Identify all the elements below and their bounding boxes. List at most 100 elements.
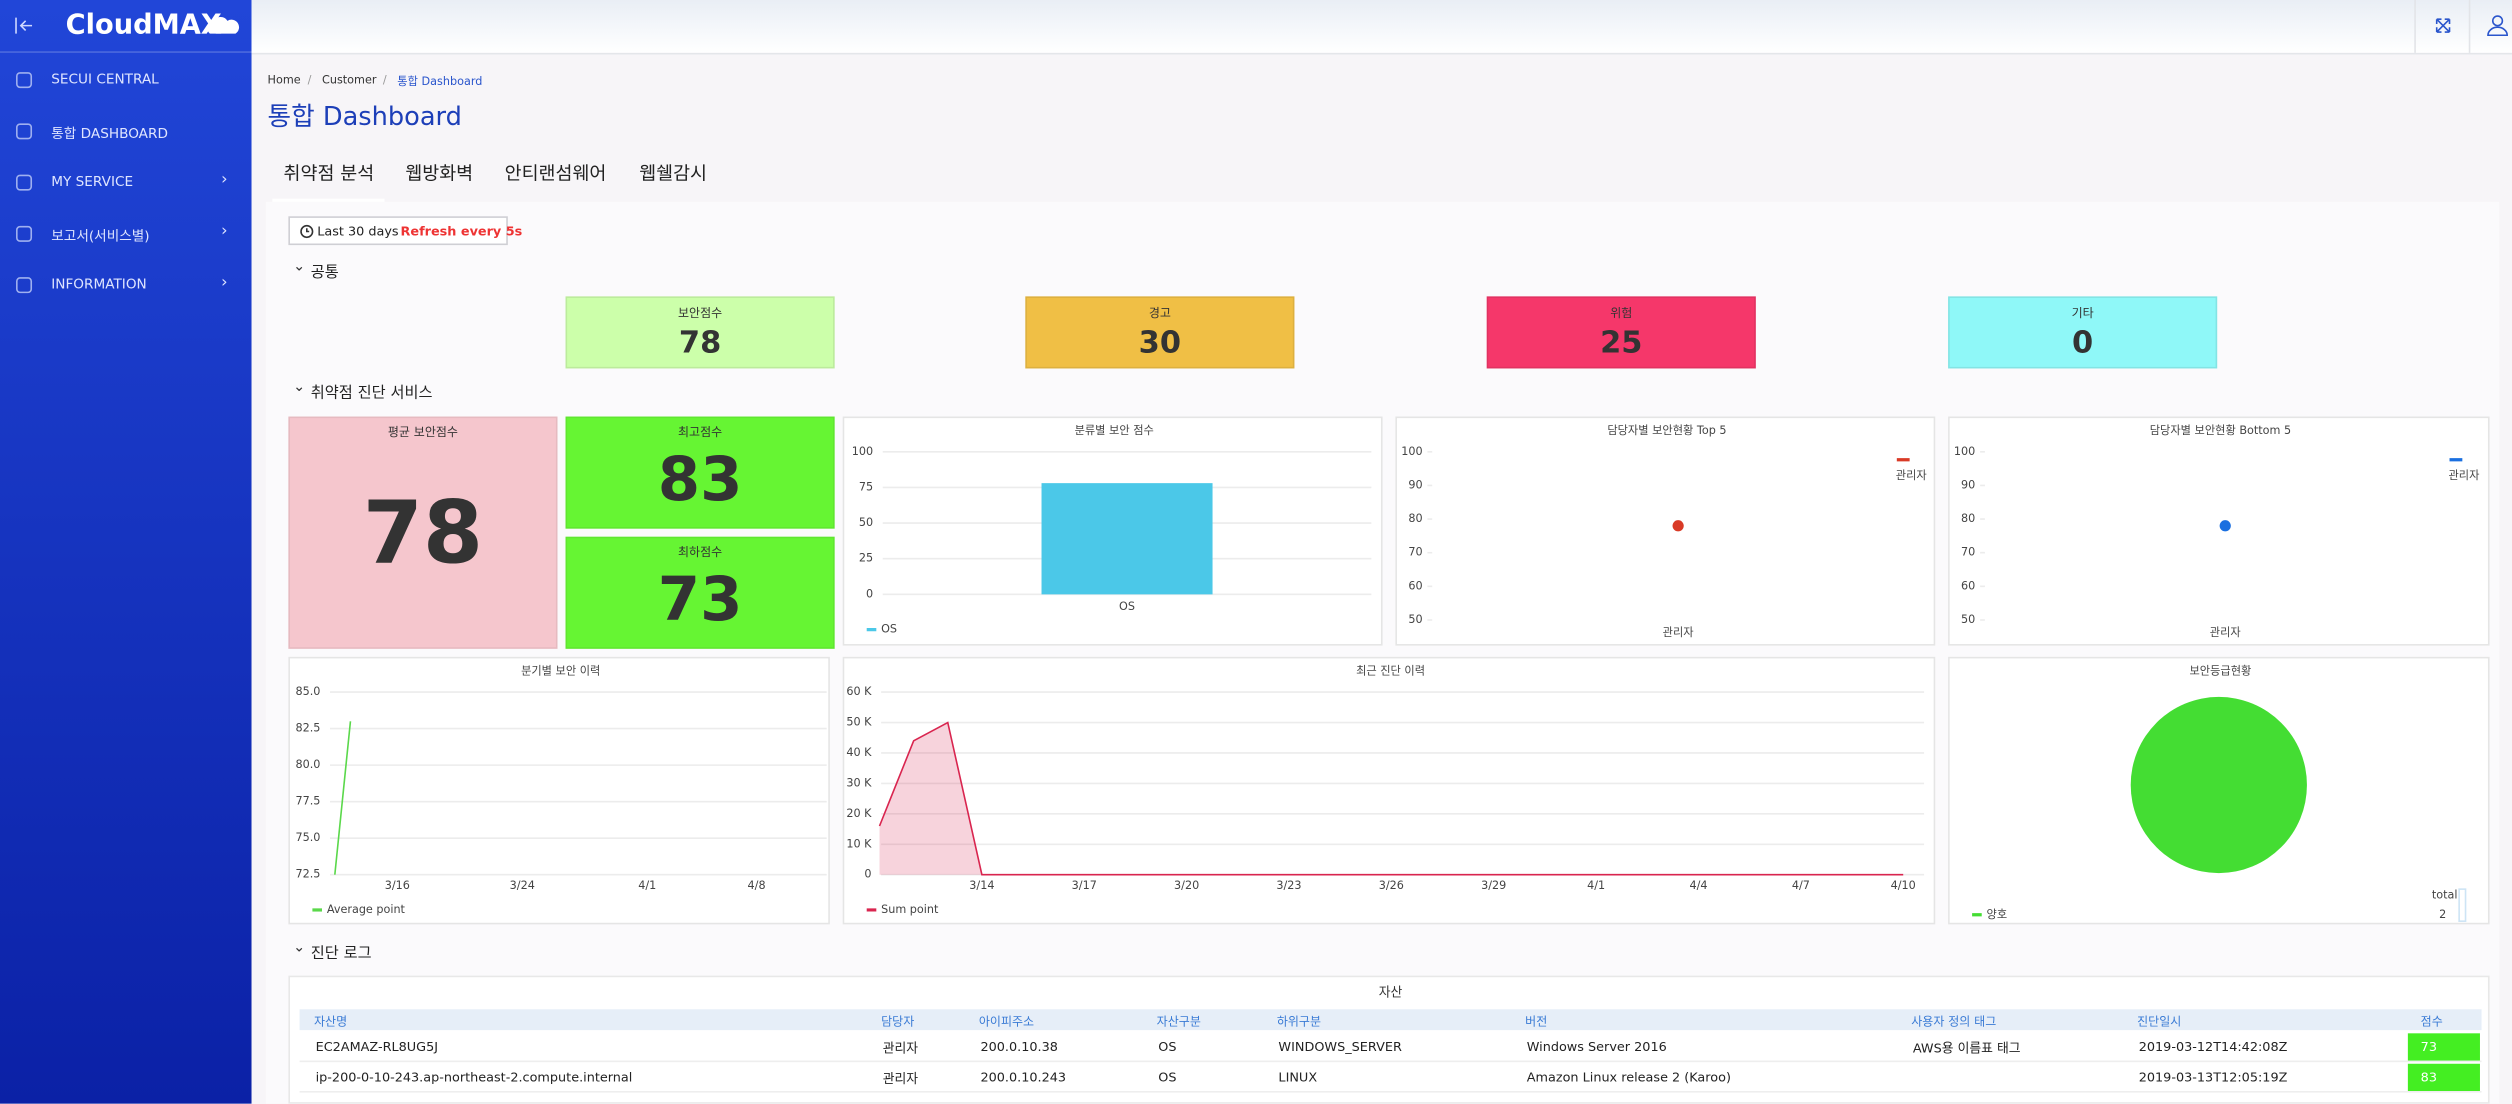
stat-label: 경고 xyxy=(1148,305,1171,321)
breadcrumb-item[interactable]: Customer xyxy=(322,73,377,87)
breadcrumb-item: 통합 Dashboard xyxy=(397,75,483,89)
chart-title: 보안등급현황 xyxy=(2190,664,2252,677)
chart-panel: 분류별 보안 점수 0 25 50 75 100 OS OS xyxy=(842,416,1383,646)
legend-label: 관리자 xyxy=(1896,469,1927,482)
score-cell: 83 xyxy=(2420,1070,2438,1085)
line xyxy=(878,721,1904,876)
x-tick-label: 관리자 xyxy=(2210,626,2241,639)
tab[interactable]: 웹방화벽 xyxy=(405,161,474,185)
x-tick-label: 4/7 xyxy=(1792,879,1810,892)
y-tick-label: 0 xyxy=(866,587,873,600)
icon-shape xyxy=(16,72,33,89)
logo[interactable]: CloudMAX xyxy=(65,9,222,42)
table-cell: EC2AMAZ-RL8UG5J xyxy=(315,1039,439,1055)
column-header: 아이피주소 xyxy=(978,1014,1035,1029)
legend-label: Sum point xyxy=(881,903,939,916)
chart: 분기별 보안 이력 72.5 75.0 77.5 80.0 82.5 85.0 3/16 3/2… xyxy=(295,664,827,916)
column-header: 진단일시 xyxy=(2137,1014,2182,1029)
icon-shape xyxy=(16,123,33,140)
section-title[interactable]: 취약점 진단 서비스 xyxy=(310,384,433,403)
table-cell: LINUX xyxy=(1278,1070,1318,1085)
sidebar: CloudMAX SECUI CENTRAL 통합 DASHBOARD MY SER… xyxy=(0,0,252,1104)
filter-refresh: Refresh every 5s xyxy=(400,224,523,239)
menu-chevron: › xyxy=(221,273,228,292)
chart-title: 담당자별 보안현황 Top 5 xyxy=(1607,424,1726,437)
y-tick-label: 90 xyxy=(1961,478,1975,491)
y-tick-label: 10 K xyxy=(846,837,872,850)
section-chevron: ⌄ xyxy=(293,259,306,276)
icon-shape xyxy=(16,277,33,294)
y-tick-label: 100 xyxy=(1401,445,1422,458)
y-tick-label: 80 xyxy=(1408,512,1422,525)
menu-item[interactable]: SECUI CENTRAL xyxy=(0,69,252,95)
tab[interactable]: 취약점 분석 xyxy=(283,161,375,185)
menu-item[interactable]: MY SERVICE › xyxy=(0,171,252,197)
table-cell: 관리자 xyxy=(882,1071,919,1087)
score-label: 최고점수 xyxy=(677,424,723,439)
column-header: 버전 xyxy=(1525,1014,1548,1029)
x-tick-label: 3/17 xyxy=(1072,879,1097,892)
y-tick-label: 90 xyxy=(1408,478,1422,491)
y-tick-label: 60 K xyxy=(846,685,872,698)
y-tick-label: 70 xyxy=(1408,546,1422,559)
section-title[interactable]: 진단 로그 xyxy=(310,945,372,963)
bar xyxy=(1041,483,1213,595)
collapse-icon[interactable] xyxy=(13,14,35,36)
y-tick-label: 0 xyxy=(864,868,871,881)
logo-cloud xyxy=(207,16,240,34)
page-title: 통합 Dashboard xyxy=(267,100,462,132)
menu-chevron: › xyxy=(221,222,228,241)
x-tick-label: OS xyxy=(1119,600,1135,613)
menu-item[interactable]: INFORMATION › xyxy=(0,274,252,300)
section-chevron: ⌄ xyxy=(293,379,306,396)
total-label: total xyxy=(2432,889,2458,902)
tab[interactable]: 웹쉘감시 xyxy=(639,161,708,185)
y-tick-label: 50 xyxy=(1961,613,1975,626)
column-header: 사용자 정의 태그 xyxy=(1911,1014,1997,1029)
menu-icon xyxy=(16,225,33,242)
menu-icon xyxy=(16,174,33,191)
y-tick-label: 100 xyxy=(852,445,873,458)
area xyxy=(879,722,1904,875)
x-tick-label: 3/24 xyxy=(510,879,535,892)
menu-item[interactable]: 통합 DASHBOARD xyxy=(0,120,252,146)
x-tick-label: 3/16 xyxy=(385,879,410,892)
y-tick-label: 50 xyxy=(1408,613,1422,626)
point xyxy=(1672,520,1684,532)
y-tick-label: 80 xyxy=(1961,512,1975,525)
y-tick-label: 75 xyxy=(859,480,873,493)
y-tick-label: 60 xyxy=(1961,579,1975,592)
section-title[interactable]: 공통 xyxy=(310,264,339,282)
total-bar xyxy=(2458,888,2467,922)
table-caption: 자산 xyxy=(1378,985,1403,1000)
y-tick-label: 40 K xyxy=(846,746,872,759)
breadcrumb-item[interactable]: Home xyxy=(267,73,301,87)
x-tick-label: 관리자 xyxy=(1663,626,1694,639)
chart-panel: 담당자별 보안현황 Top 5 50 60 70 80 90 100 관리자 관리자 xyxy=(1395,416,1936,646)
tab[interactable]: 안티랜섬웨어 xyxy=(504,161,607,185)
line xyxy=(334,721,352,875)
x-tick-label: 3/29 xyxy=(1481,879,1506,892)
legend-label: 관리자 xyxy=(2448,469,2479,482)
menu-item[interactable]: 보고서(서비스별) › xyxy=(0,223,252,249)
x-tick-label: 4/10 xyxy=(1891,879,1916,892)
score-card: 평균 보안점수 78 xyxy=(288,416,558,649)
point xyxy=(2219,520,2231,532)
chart-title: 최근 진단 이력 xyxy=(1356,664,1425,677)
fullscreen-button[interactable] xyxy=(2414,0,2470,53)
chart-title: 분기별 보안 이력 xyxy=(521,664,600,677)
chart-panel: 보안등급현황 양호 total 2 xyxy=(1948,656,2490,925)
score-cell: 73 xyxy=(2420,1039,2438,1055)
column-header: 점수 xyxy=(2420,1014,2443,1029)
table-cell: 2019-03-12T14:42:08Z xyxy=(2138,1039,2288,1055)
time-filter[interactable]: Last 30 days Refresh every 5s xyxy=(288,216,522,246)
x-tick-label: 4/1 xyxy=(1587,879,1605,892)
legend-label: OS xyxy=(881,623,897,636)
score-card: 최하점수 73 xyxy=(565,536,835,649)
chart-panel: 최근 진단 이력 0 10 K 20 K 30 K 40 K 50 K 60 K 3/14 3/1… xyxy=(842,656,1936,925)
column-header: 자산명 xyxy=(313,1014,348,1029)
y-tick-label: 70 xyxy=(1961,546,1975,559)
user-button[interactable] xyxy=(2468,0,2512,53)
